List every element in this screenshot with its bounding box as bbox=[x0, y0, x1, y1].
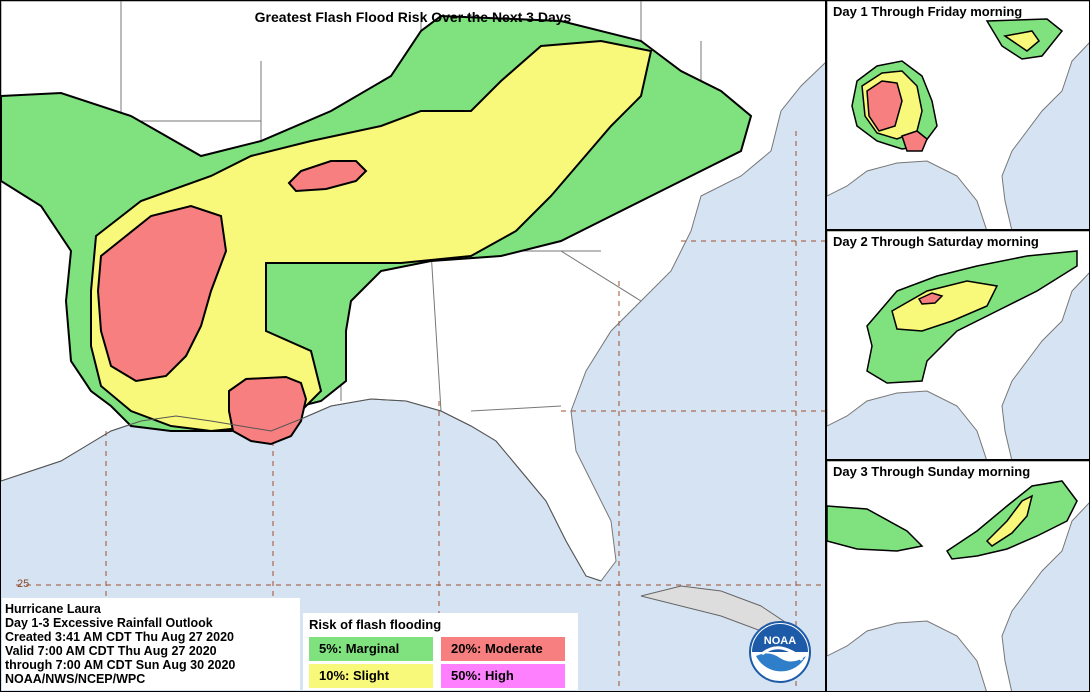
main-map-title: Greatest Flash Flood Risk Over the Next … bbox=[254, 9, 572, 25]
inset-day3: Day 3 Through Sunday morning bbox=[826, 460, 1090, 692]
risk-area-moderate-tn bbox=[287, 160, 368, 193]
info-line-valid: Valid 7:00 AM CDT Thu Aug 27 2020 bbox=[5, 644, 217, 658]
inset-day2-marginal bbox=[866, 250, 1078, 384]
info-line-storm: Hurricane Laura bbox=[5, 602, 101, 616]
outlook-info-box: Hurricane Laura Day 1-3 Excessive Rainfa… bbox=[2, 598, 300, 690]
inset-day3-map bbox=[827, 461, 1089, 691]
inset-day2-moderate bbox=[917, 292, 944, 305]
gulf-coastline bbox=[1, 398, 602, 582]
info-line-through: through 7:00 AM CDT Sun Aug 30 2020 bbox=[5, 658, 236, 672]
inset-day3-title: Day 3 Through Sunday morning bbox=[833, 464, 1031, 479]
inset-day1-slight-ne bbox=[1003, 30, 1041, 52]
legend-title: Risk of flash flooding bbox=[309, 617, 442, 632]
inset-day3-slight bbox=[985, 494, 1034, 547]
noaa-logo: NOAA bbox=[749, 621, 811, 683]
inset-day1-map bbox=[827, 1, 1089, 229]
inset-day1-moderate bbox=[866, 80, 903, 132]
noaa-logo-text: NOAA bbox=[764, 635, 796, 647]
info-line-agency: NOAA/NWS/NCEP/WPC bbox=[5, 672, 146, 686]
risk-area-moderate-west bbox=[96, 204, 228, 383]
inset-day2-slight bbox=[891, 280, 999, 332]
inset-day1-title: Day 1 Through Friday morning bbox=[833, 4, 1023, 19]
risk-legend: Risk of flash flooding 5%: Marginal 20%:… bbox=[303, 613, 578, 690]
main-map-panel: Greatest Flash Flood Risk Over the Next … bbox=[0, 0, 826, 692]
legend-moderate: 20%: Moderate bbox=[441, 637, 565, 661]
inset-day1-moderate-coast bbox=[901, 130, 928, 152]
inset-day2-map bbox=[827, 231, 1089, 459]
inset-day2-title: Day 2 Through Saturday morning bbox=[833, 234, 1039, 249]
legend-slight: 10%: Slight bbox=[309, 664, 433, 688]
inset-day3-marginal-west bbox=[827, 505, 924, 552]
inset-day1: Day 1 Through Friday morning bbox=[826, 0, 1090, 230]
risk-area-slight bbox=[90, 39, 653, 433]
info-line-created: Created 3:41 AM CDT Thu Aug 27 2020 bbox=[5, 630, 234, 644]
legend-marginal: 5%: Marginal bbox=[309, 637, 433, 661]
info-line-product: Day 1-3 Excessive Rainfall Outlook bbox=[5, 616, 213, 630]
latitude-label: 25 bbox=[17, 578, 30, 590]
inset-day2: Day 2 Through Saturday morning bbox=[826, 230, 1090, 460]
legend-high: 50%: High bbox=[441, 664, 565, 688]
main-map bbox=[1, 1, 825, 691]
